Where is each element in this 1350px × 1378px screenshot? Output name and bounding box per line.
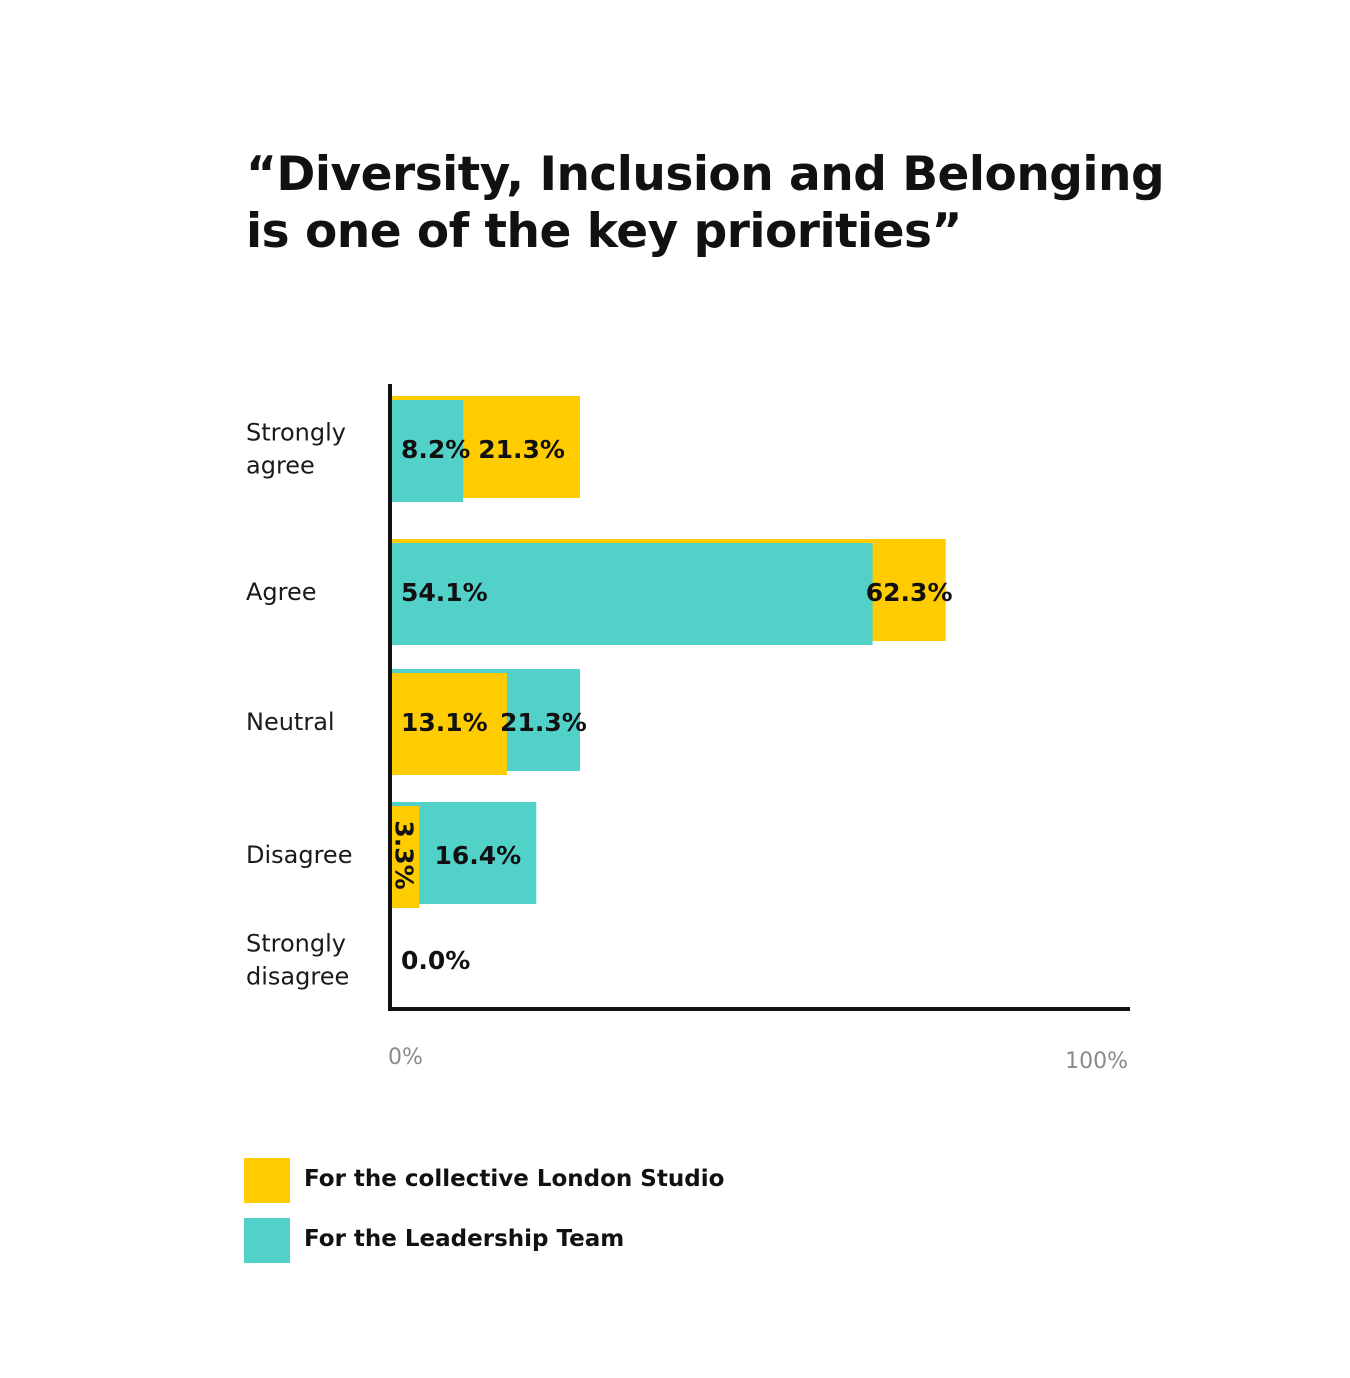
category-label-4-0: Strongly <box>246 930 346 958</box>
value-label-london-2: 13.1% <box>401 708 488 737</box>
chart-title-line-2: is one of the key priorities” <box>246 204 962 259</box>
category-label-0-0: Strongly <box>246 419 346 447</box>
chart-title-line-1: “Diversity, Inclusion and Belonging <box>246 147 1165 202</box>
x-tick-label-1: 100% <box>1065 1049 1128 1074</box>
value-label-london-0: 21.3% <box>478 435 565 464</box>
legend-item-london: For the collective London Studio <box>244 1158 944 1204</box>
bar-leadership-0 <box>390 400 464 502</box>
category-label-0-1: agree <box>246 452 315 480</box>
bar-london-3 <box>390 806 420 908</box>
value-label-london-3: 3.3% <box>390 820 419 889</box>
value-label-leadership-1: 54.1% <box>401 578 488 607</box>
legend-swatch-leadership <box>244 1218 290 1263</box>
value-label-4: 0.0% <box>401 946 470 975</box>
category-label-4-1: disagree <box>246 963 349 991</box>
category-label-2-0: Neutral <box>246 708 335 736</box>
legend-swatch-london <box>244 1158 290 1203</box>
category-label-3-0: Disagree <box>246 841 352 869</box>
value-label-leadership-2: 21.3% <box>500 708 587 737</box>
chart-title: “Diversity, Inclusion and Belonging is o… <box>246 146 1246 260</box>
x-tick-label-0: 0% <box>388 1045 423 1070</box>
value-label-london-1: 62.3% <box>866 578 953 607</box>
value-label-leadership-3: 16.4% <box>434 841 521 870</box>
legend-label-leadership: For the Leadership Team <box>304 1226 625 1252</box>
legend-item-leadership: For the Leadership Team <box>244 1218 944 1264</box>
bar-leadership-1 <box>390 543 873 645</box>
value-label-leadership-0: 8.2% <box>401 435 470 464</box>
legend-label-london: For the collective London Studio <box>304 1166 725 1192</box>
category-label-1-0: Agree <box>246 578 317 606</box>
bar-london-2 <box>390 673 507 775</box>
